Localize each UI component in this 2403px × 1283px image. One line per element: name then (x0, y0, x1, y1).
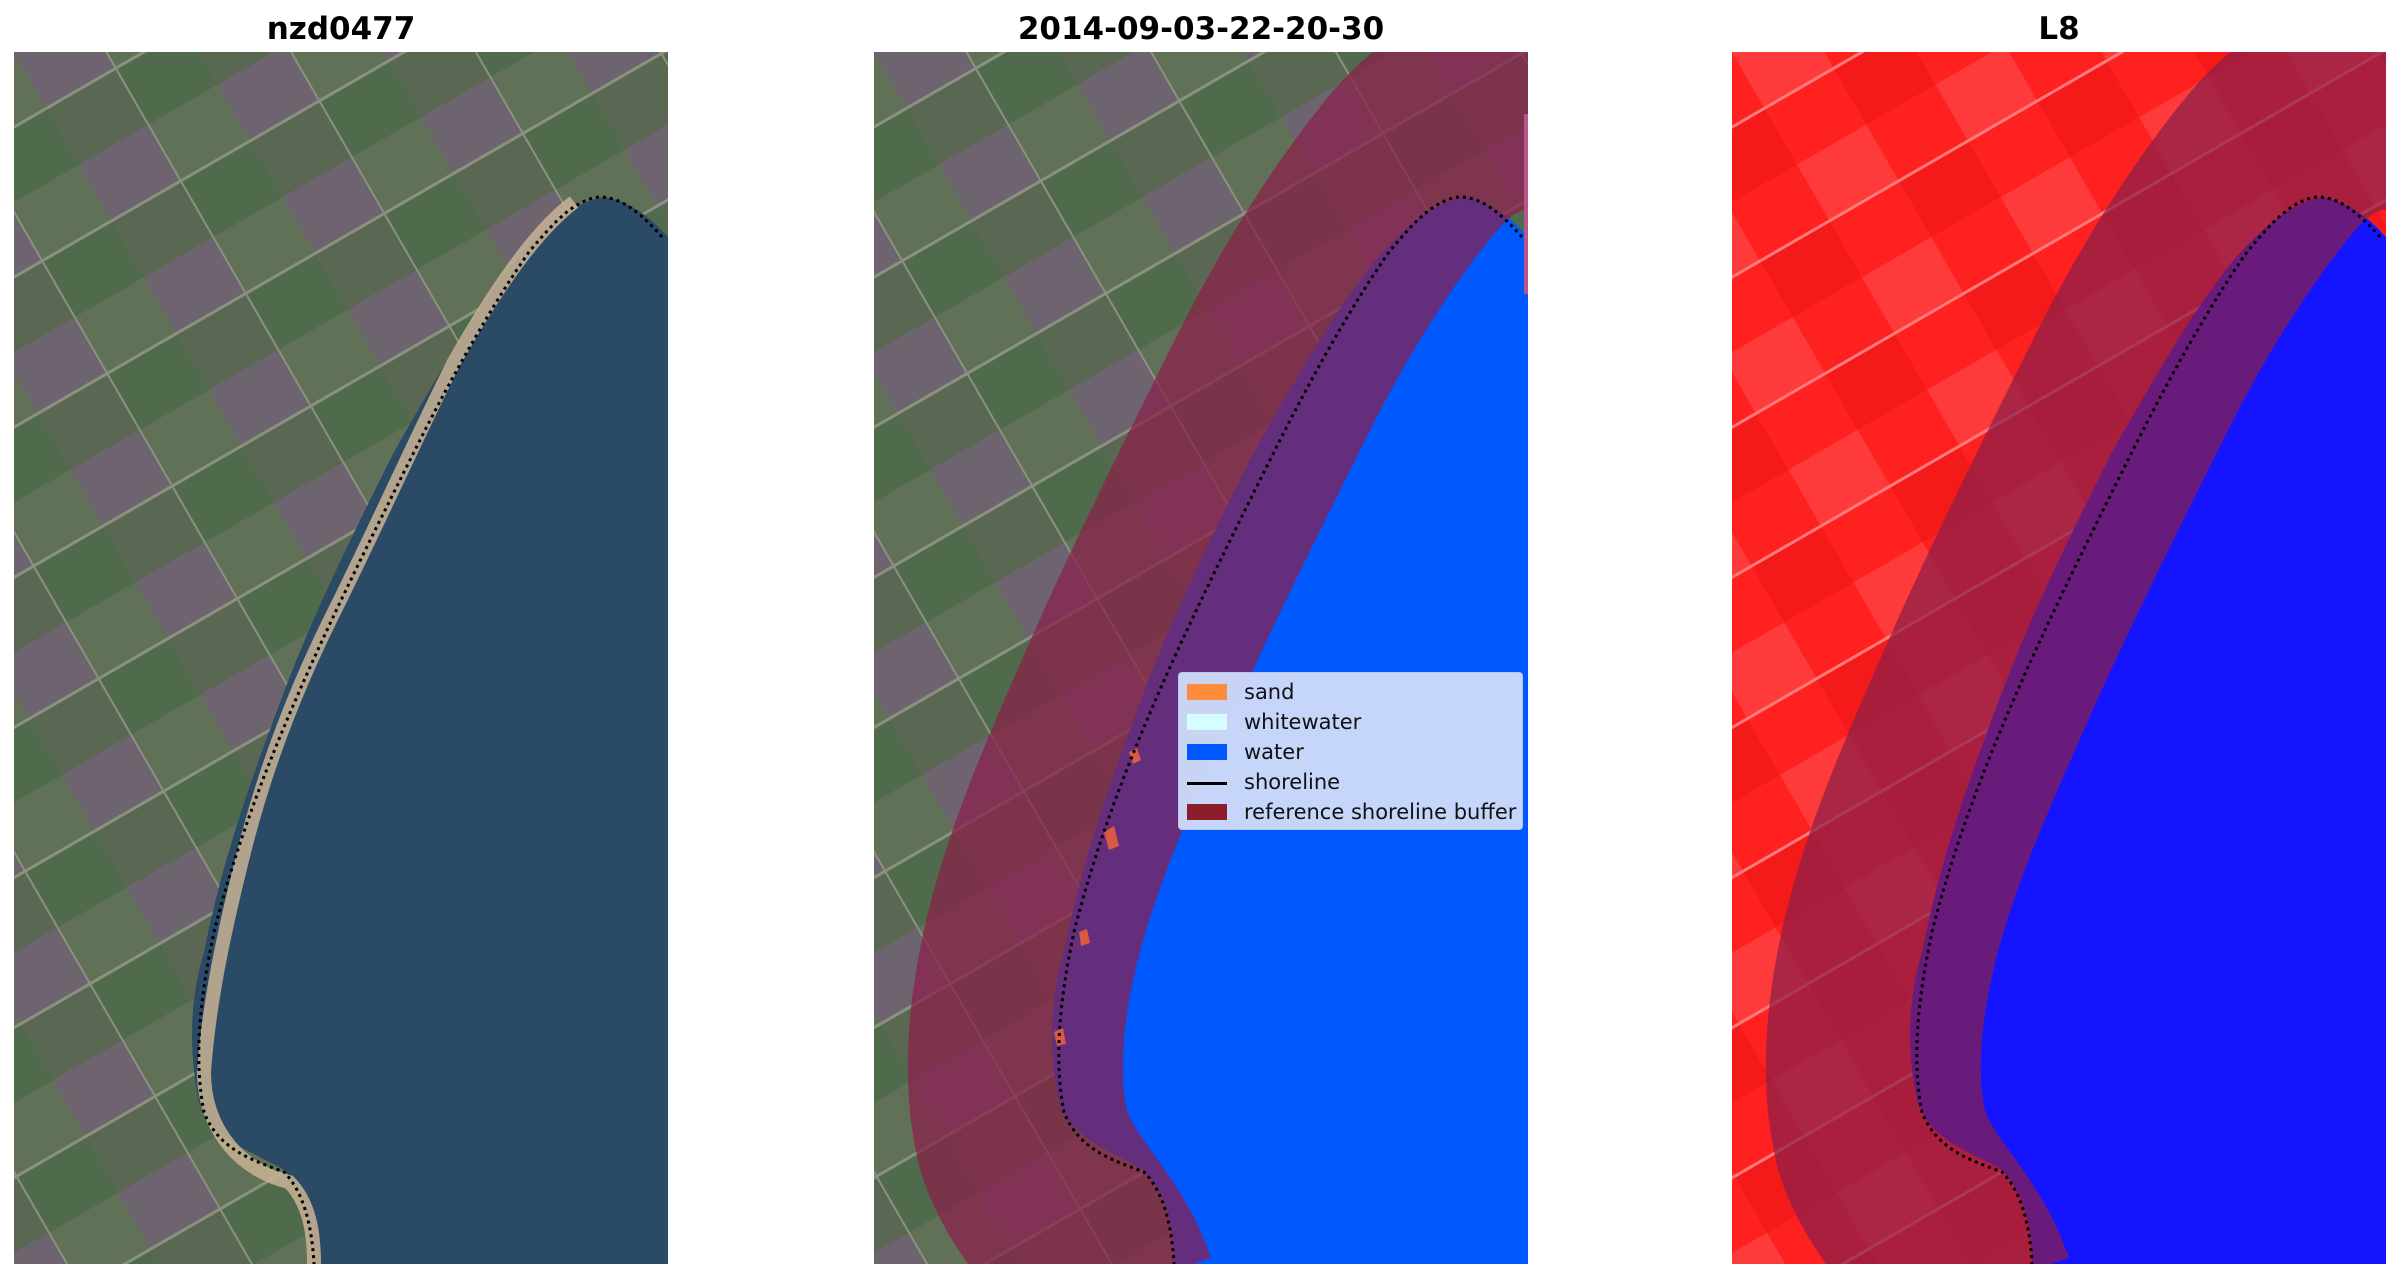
buffer-swatch (1187, 804, 1227, 820)
legend-item-whitewater: whitewater (1179, 707, 1522, 737)
beach-strip (196, 196, 579, 1264)
index-image-panel (1732, 52, 2386, 1264)
panel-title-index: L8 (2038, 11, 2080, 47)
reference-shoreline-buffer (907, 52, 1528, 1264)
reference-shoreline-buffer (1765, 52, 2386, 1264)
legend-item-water: water (1179, 737, 1522, 767)
whitewater-swatch (1187, 714, 1227, 730)
sand-swatch (1187, 684, 1227, 700)
classified-image-panel (874, 52, 1528, 1264)
legend-label: whitewater (1244, 710, 1362, 734)
ocean-area (192, 197, 668, 1264)
legend-item-sand: sand (1179, 677, 1522, 707)
legend-label: water (1244, 740, 1304, 764)
legend-label: shoreline (1244, 770, 1341, 794)
legend-label: reference shoreline buffer (1244, 800, 1517, 824)
rgb-image-panel (14, 52, 668, 1264)
water-index-area (1910, 197, 2386, 1264)
legend-item-shoreline: shoreline (1179, 767, 1522, 797)
buffer-overflow-right (1524, 114, 1528, 294)
legend-label: sand (1244, 680, 1295, 704)
legend: sand whitewater water shoreline referenc… (1178, 672, 1523, 830)
panel-title-rgb: nzd0477 (266, 11, 416, 47)
water-swatch (1187, 744, 1227, 760)
shoreline-swatch (1187, 781, 1227, 785)
panel-title-classified: 2014-09-03-22-20-30 (1017, 11, 1385, 47)
legend-item-buffer: reference shoreline buffer (1179, 797, 1522, 827)
